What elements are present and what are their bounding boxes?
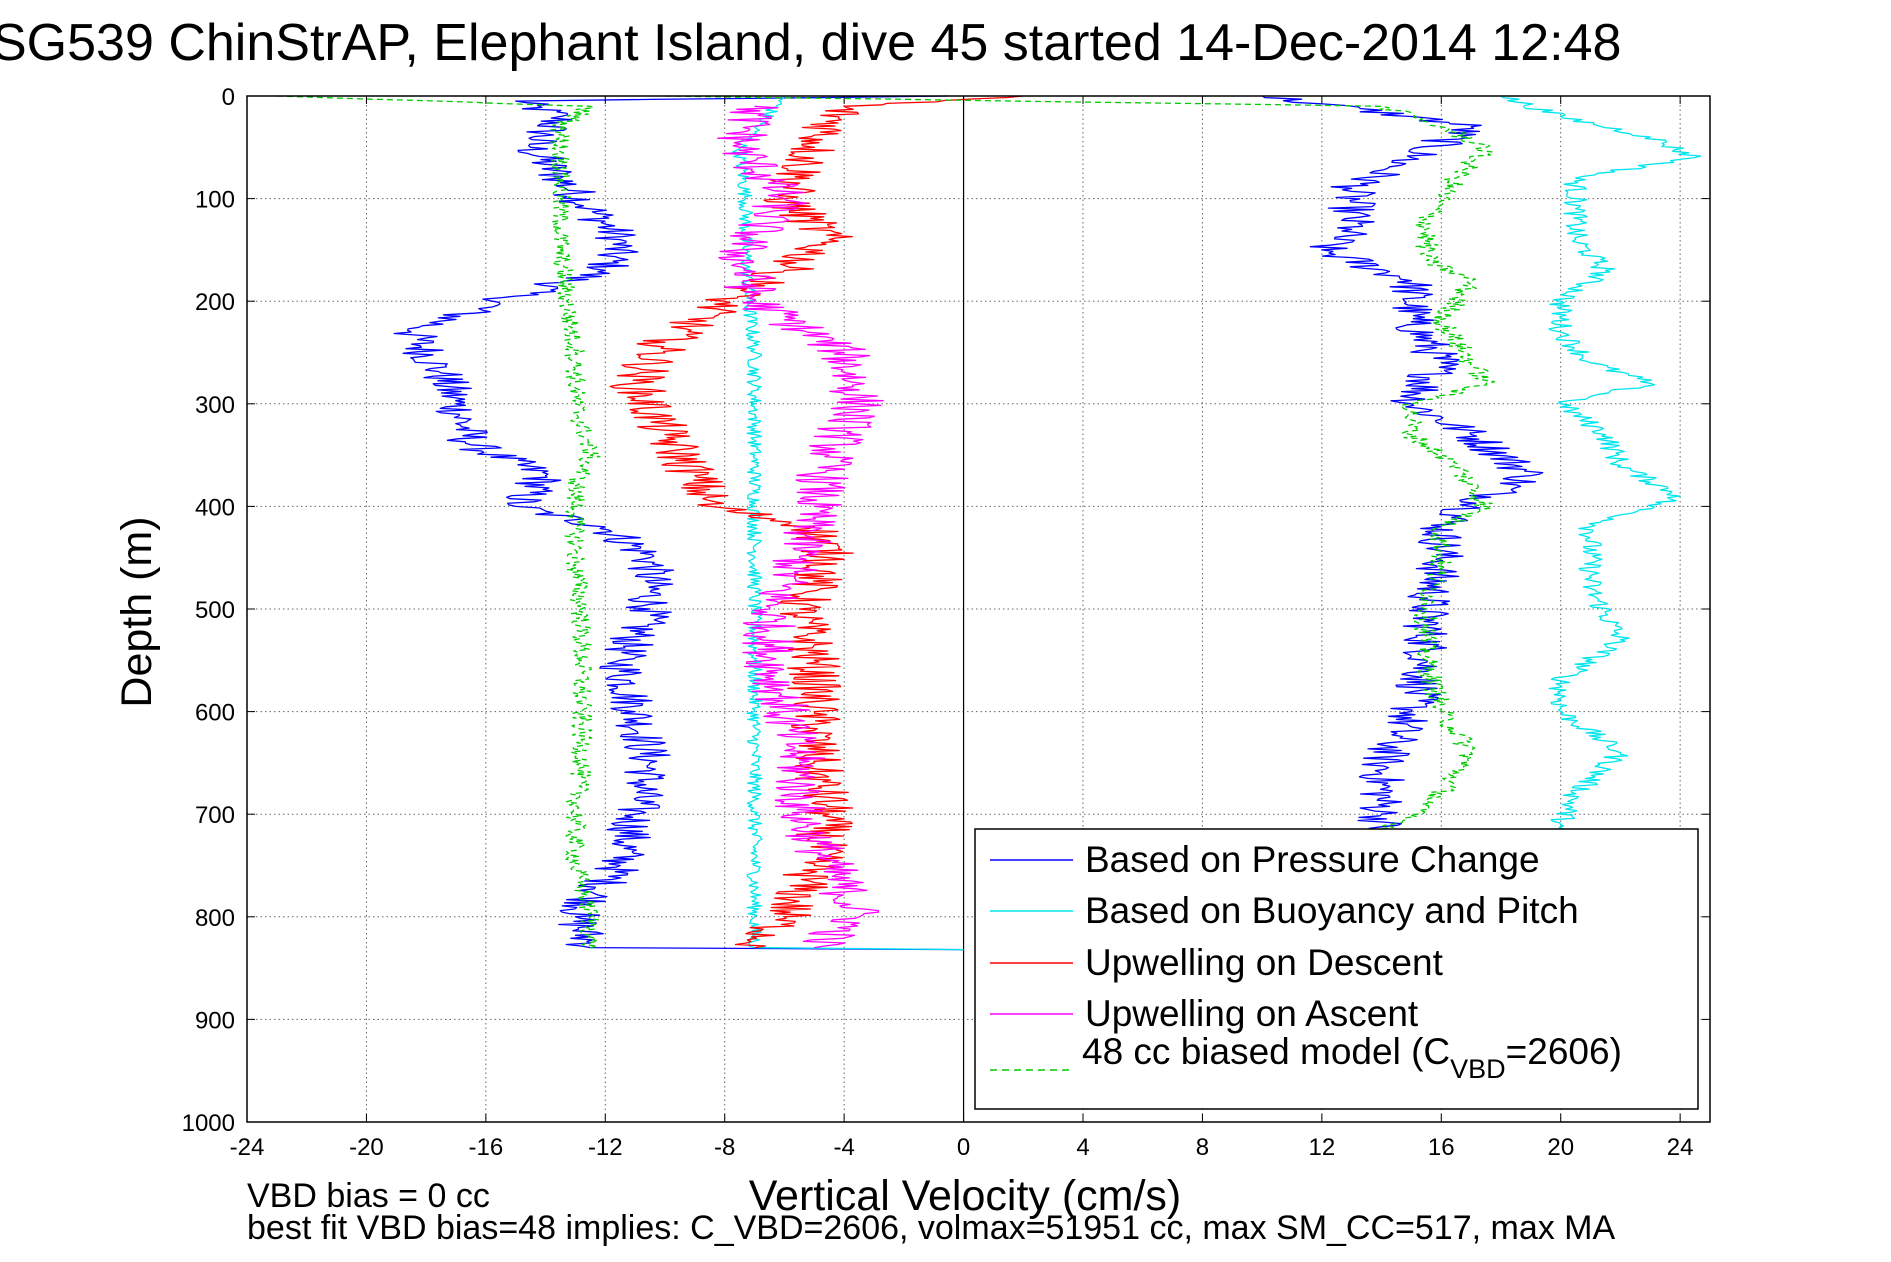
x-tick-label: 24 — [1667, 1134, 1694, 1161]
x-tick-label: 8 — [1196, 1134, 1209, 1161]
x-tick-label: 20 — [1547, 1134, 1574, 1161]
series-line-7 — [664, 95, 1496, 836]
series-line-6 — [276, 95, 601, 949]
x-axis-label: Vertical Velocity (cm/s) — [749, 1172, 1182, 1220]
legend-label-buoyancy-pitch: Based on Buoyancy and Pitch — [1085, 890, 1579, 931]
axis-ticks — [246, 95, 1710, 1123]
x-tick-label: -16 — [469, 1134, 504, 1161]
x-tick-label: -8 — [714, 1134, 735, 1161]
legend-biased-main: 48 cc biased model (C — [1082, 1031, 1450, 1072]
y-tick-label: 1000 — [182, 1110, 235, 1137]
x-tick-label: -12 — [588, 1134, 623, 1161]
legend-biased-tail: =2606) — [1506, 1031, 1622, 1072]
x-tick-label: 0 — [957, 1134, 970, 1161]
y-tick-label: 400 — [195, 494, 235, 521]
legend-label-pressure-change: Based on Pressure Change — [1085, 839, 1540, 880]
legend-biased-sub: VBD — [1450, 1054, 1506, 1084]
series-line-2 — [732, 95, 964, 951]
x-tick-label: 12 — [1309, 1134, 1336, 1161]
legend-box — [974, 828, 1699, 1110]
legend-label-upwelling-descent: Upwelling on Descent — [1085, 942, 1444, 983]
y-tick-label: 700 — [195, 802, 235, 829]
y-tick-label: 500 — [195, 597, 235, 624]
vbd-bias-note: VBD bias = 0 cc — [247, 1177, 490, 1215]
y-tick-label: 600 — [195, 700, 235, 727]
data-series — [276, 95, 1702, 951]
y-tick-label: 800 — [195, 905, 235, 932]
series-line-4 — [609, 95, 1024, 949]
x-tick-label: -24 — [230, 1134, 265, 1161]
y-tick-label: 900 — [195, 1007, 235, 1034]
y-tick-labels: 0 100 200 300 400 500 600 700 800 900 1000 — [182, 84, 235, 1137]
x-tick-label: 16 — [1428, 1134, 1455, 1161]
legend-label-upwelling-ascent: Upwelling on Ascent — [1085, 993, 1419, 1034]
series-line-1 — [1261, 95, 1544, 836]
chart-title: SG539 ChinStrAP, Elephant Island, dive 4… — [0, 14, 1621, 72]
y-tick-label: 100 — [195, 187, 235, 214]
best-fit-note: best fit VBD bias=48 implies: C_VBD=2606… — [247, 1209, 1616, 1247]
series-line-0 — [393, 95, 964, 951]
x-tick-label: 4 — [1076, 1134, 1089, 1161]
legend: Based on Pressure Change Based on Buoyan… — [974, 828, 1699, 1110]
series-line-3 — [1500, 95, 1702, 835]
x-tick-labels: -24 -20 -16 -12 -8 -4 0 4 8 12 16 20 24 — [230, 1134, 1694, 1161]
y-tick-label: 0 — [222, 84, 235, 111]
x-tick-label: -4 — [833, 1134, 854, 1161]
y-tick-label: 200 — [195, 289, 235, 316]
y-tick-label: 300 — [195, 392, 235, 419]
y-axis-label: Depth (m) — [113, 516, 161, 707]
legend-label-biased-model: 48 cc biased model (CVBD=2606) — [1082, 1031, 1622, 1084]
x-tick-label: -20 — [349, 1134, 384, 1161]
series-line-5 — [717, 105, 884, 949]
